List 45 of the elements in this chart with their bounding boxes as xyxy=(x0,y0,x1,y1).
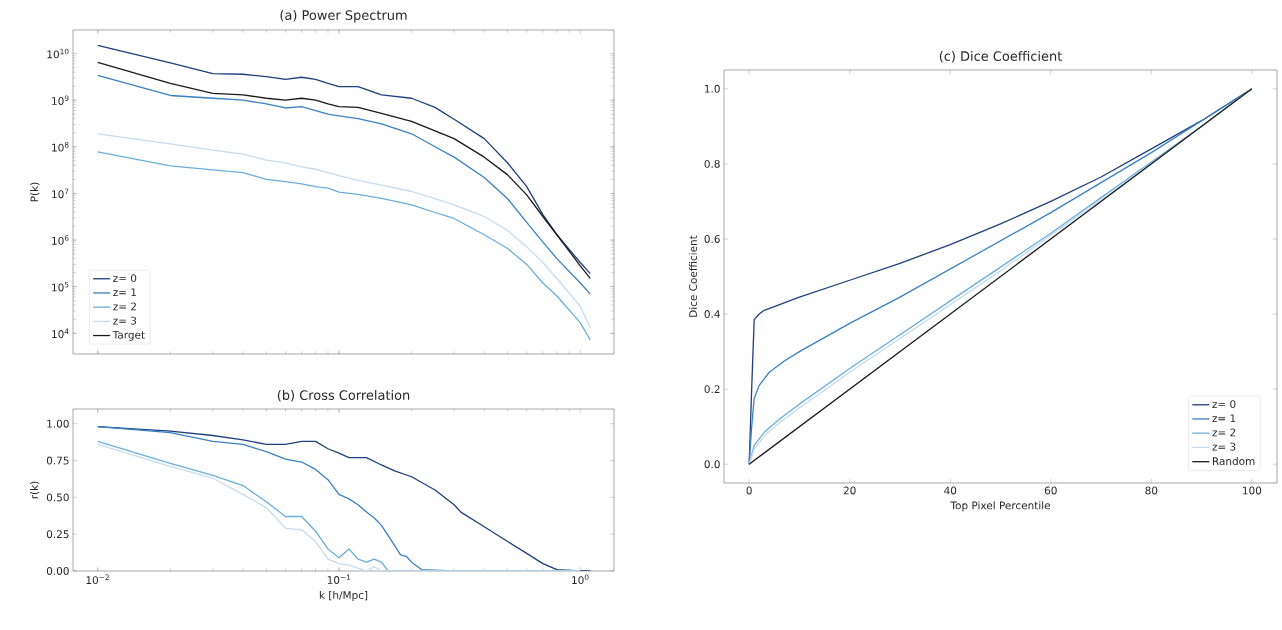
y-tick-label: 10$^{10}$ xyxy=(47,48,69,59)
legend-label: z= 0 xyxy=(1212,400,1236,409)
x-tick-label: 80 xyxy=(1145,486,1158,495)
chart-title: (b) Cross Correlation xyxy=(277,389,410,402)
y-axis-title: P(k) xyxy=(30,182,40,202)
y-tick-label: 10$^{7}$ xyxy=(52,188,69,199)
chart-title: (c) Dice Coefficient xyxy=(939,50,1062,63)
legend-label: Random xyxy=(1212,456,1255,466)
y-tick-label: 0.75 xyxy=(46,456,69,465)
x-axis-title: Top Pixel Percentile xyxy=(950,501,1051,512)
y-tick-label: 1.00 xyxy=(47,419,69,428)
legend-label: z= 3 xyxy=(1212,442,1236,451)
y-axis-title: Dice Coefficient xyxy=(688,235,698,317)
x-tick-label: 10$^{0}$ xyxy=(572,574,589,585)
x-tick-label: 20 xyxy=(843,486,856,495)
y-tick-label: 1.0 xyxy=(705,84,720,93)
x-axis-title: k [h/Mpc] xyxy=(319,590,368,602)
y-tick-label: 10$^{4}$ xyxy=(52,328,69,339)
legend-label: z= 1 xyxy=(1212,414,1236,423)
legend-label: Target xyxy=(112,330,145,341)
x-tick-label: 40 xyxy=(944,486,957,495)
x-tick-label: 60 xyxy=(1044,486,1057,495)
y-tick-label: 0.0 xyxy=(704,460,720,469)
legend-label: z= 3 xyxy=(113,316,137,325)
legend-label: z= 1 xyxy=(113,288,136,297)
legend-label: z= 2 xyxy=(1212,428,1236,437)
y-tick-label: 0.00 xyxy=(46,567,69,575)
y-tick-label: 10$^{8}$ xyxy=(52,142,69,152)
y-tick-label: 0.2 xyxy=(704,385,720,394)
y-tick-label: 10$^{5}$ xyxy=(52,281,69,292)
y-tick-label: 10$^{9}$ xyxy=(52,95,69,105)
legend-label: z= 2 xyxy=(113,302,136,311)
x-tick-label: 10$^{−1}$ xyxy=(327,574,351,584)
y-tick-label: 0.25 xyxy=(46,530,69,539)
y-axis-title: r(k) xyxy=(30,481,40,499)
y-tick-label: 10$^{6}$ xyxy=(52,235,69,245)
x-tick-label: 0 xyxy=(746,486,752,495)
y-tick-label: 0.8 xyxy=(704,159,720,168)
y-tick-label: 0.50 xyxy=(46,493,69,502)
y-tick-label: 0.4 xyxy=(704,310,720,318)
x-tick-label: 100 xyxy=(1243,486,1262,495)
chart-title: (a) Power Spectrum xyxy=(280,9,407,23)
y-tick-label: 0.6 xyxy=(704,235,720,243)
legend-label: z= 0 xyxy=(113,274,137,283)
x-tick-label: 10$^{−2}$ xyxy=(86,574,109,585)
